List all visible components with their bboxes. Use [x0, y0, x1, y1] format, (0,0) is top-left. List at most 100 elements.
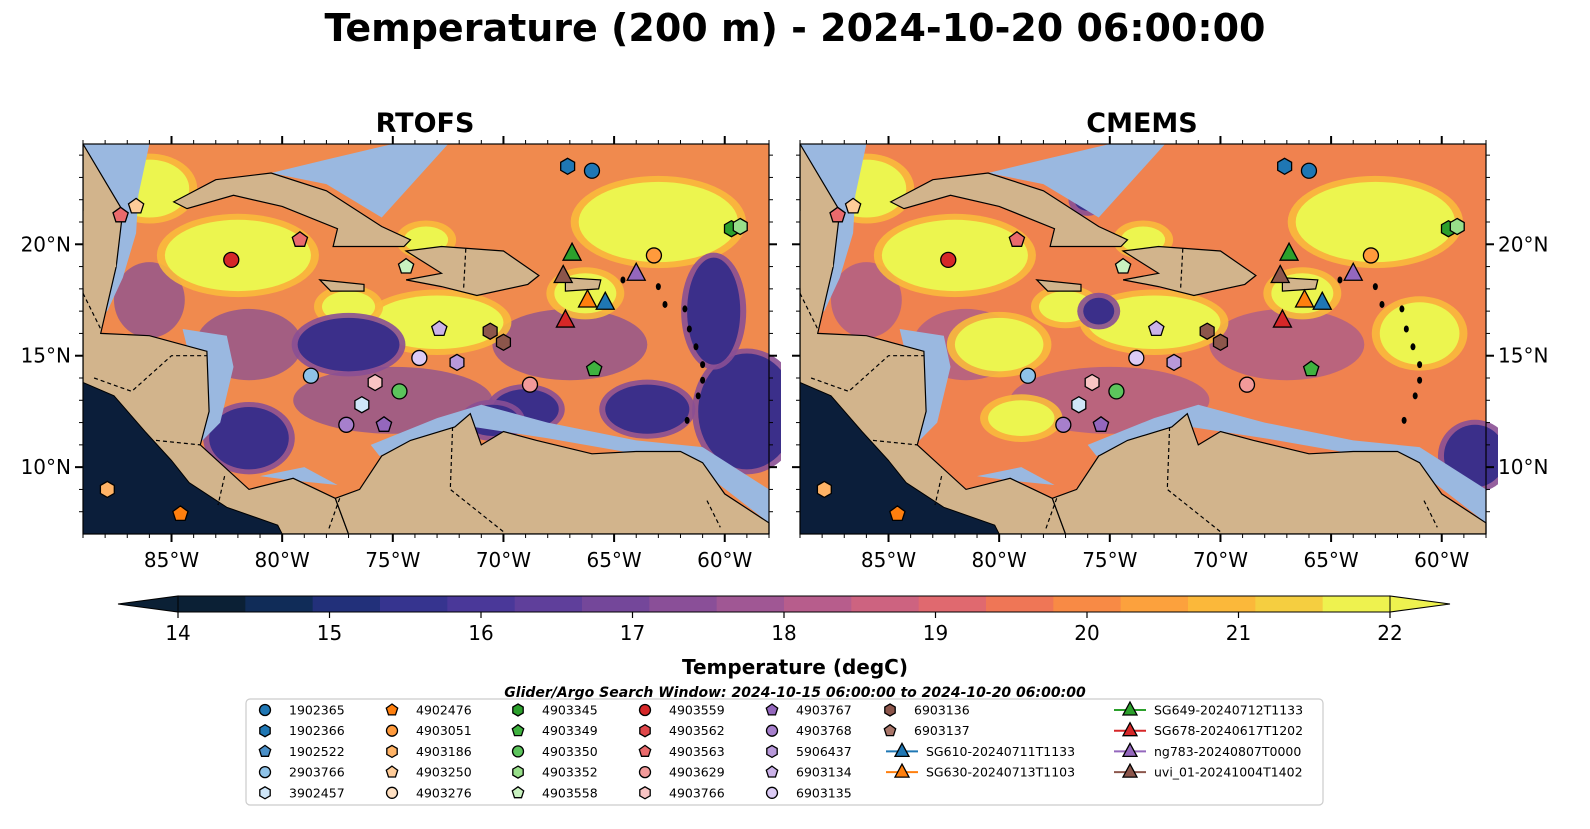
island-dot: [620, 276, 626, 284]
platform-marker: [1071, 395, 1087, 414]
colorbar-segment: [1255, 596, 1324, 612]
colorbar-tick-label: 20: [1074, 621, 1099, 645]
platform-marker: [223, 251, 240, 269]
legend-marker: [511, 785, 525, 799]
platform-marker: [1084, 373, 1100, 392]
platform-marker: [829, 206, 846, 223]
legend-marker: [258, 744, 272, 757]
platform-marker: [375, 415, 393, 432]
island-dot: [693, 343, 699, 351]
lat-tick-label-right: 15°N: [1498, 344, 1548, 368]
colorbar-tick-label: 16: [468, 621, 493, 645]
legend-marker: [639, 723, 651, 738]
continental-shelf: [977, 467, 1055, 485]
colorbar-segment: [514, 596, 583, 612]
map-clip: [800, 144, 1498, 534]
legend-label: 4903276: [416, 785, 472, 800]
legend-label: 4903629: [669, 765, 725, 780]
land-yucatanFill: [800, 210, 834, 289]
legend-marker: [511, 723, 525, 737]
country-border: [934, 475, 943, 506]
platform-marker: [732, 217, 748, 236]
land-puertoRico: [1281, 277, 1319, 292]
lat-tick-label-left: 10°N: [21, 455, 71, 479]
colorbar-segment: [312, 596, 381, 612]
platform-marker: [1449, 217, 1465, 236]
legend-marker: [385, 703, 399, 716]
legend-marker: [511, 745, 525, 758]
colorbar-segment: [582, 596, 650, 612]
platform-marker: [1008, 230, 1026, 247]
lon-tick-label: 85°W: [144, 548, 199, 572]
platform-marker: [561, 241, 583, 261]
legend-label: 4903352: [542, 765, 598, 780]
legend-label: 1902366: [289, 723, 345, 738]
lon-tick-label: 65°W: [586, 548, 641, 572]
ocean-mid-region: [113, 262, 185, 338]
colorbar-segment: [1322, 596, 1391, 612]
legend-label: uvi_01-20241004T1402: [1154, 765, 1303, 780]
lon-tick-label: 80°W: [255, 548, 310, 572]
platform-marker: [338, 416, 355, 433]
ocean-cool-region: [1083, 297, 1115, 325]
lon-tick-label: 70°W: [1193, 548, 1248, 572]
land-cuba: [889, 172, 1129, 248]
lon-tick-label: 60°W: [1414, 548, 1469, 572]
legend-marker: [883, 723, 897, 737]
colorbar-segment: [986, 596, 1054, 612]
island-dot: [1399, 305, 1405, 313]
ocean-warm-region: [578, 181, 739, 263]
legend-marker: [1121, 700, 1139, 716]
legend-marker: [259, 723, 271, 738]
colorbar-segment: [1120, 596, 1189, 612]
legend-marker: [512, 703, 524, 717]
land-puertoRico: [564, 277, 602, 292]
legend-marker: [386, 744, 398, 759]
colorbar-segment: [784, 596, 852, 612]
legend-marker: [385, 765, 399, 778]
legend-label: 6903136: [914, 703, 970, 718]
island-dot: [700, 361, 706, 369]
platform-marker: [553, 264, 574, 284]
island-dot: [1379, 300, 1385, 308]
ocean-cool-region: [209, 406, 289, 470]
platform-marker: [1114, 257, 1132, 274]
legend-label: SG630-20240713T1103: [926, 765, 1075, 780]
lat-tick-label-right: 20°N: [1498, 232, 1548, 256]
island-dot: [655, 283, 661, 291]
legend-marker: [766, 744, 778, 759]
legend: 1902365 1902366 1902522 2903766 3902457 49024…: [245, 698, 1324, 806]
platform-marker: [411, 349, 428, 367]
platform-marker: [555, 308, 576, 328]
legend-marker: [258, 703, 272, 717]
lon-tick-label: 70°W: [476, 548, 531, 572]
platform-marker: [302, 367, 320, 384]
lon-tick-label: 60°W: [697, 548, 752, 572]
platform-marker: [291, 230, 309, 247]
country-border: [217, 475, 226, 506]
ocean-mid-region: [1209, 308, 1365, 381]
legend-marker: [765, 786, 779, 799]
legend-marker: [893, 762, 911, 778]
colorbar-segment: [1053, 596, 1122, 612]
legend-marker: [258, 765, 272, 779]
platform-marker: [430, 320, 448, 337]
ocean-cool-region: [297, 317, 400, 372]
ocean-cool-region: [605, 384, 690, 434]
legend-label: SG678-20240617T1202: [1154, 723, 1303, 738]
legend-label: 4903766: [669, 785, 725, 800]
platform-marker: [1166, 353, 1182, 372]
colorbar-tick-label: 14: [165, 621, 190, 645]
colorbar-segment: [245, 596, 314, 612]
ocean-mid-region: [830, 262, 902, 338]
island-dot: [1410, 343, 1416, 351]
colorbar-segment: [380, 596, 448, 612]
country-border: [810, 355, 924, 393]
legend-marker: [512, 765, 524, 779]
island-dot: [684, 416, 690, 424]
platform-marker: [583, 162, 601, 179]
island-dot: [700, 376, 706, 384]
land-jamaica: [318, 279, 365, 292]
colorbar-segment: [918, 596, 987, 612]
country-border: [1045, 498, 1058, 530]
